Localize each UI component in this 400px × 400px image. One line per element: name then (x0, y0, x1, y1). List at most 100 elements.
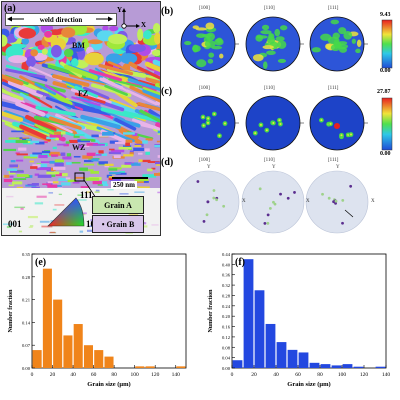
axis-y-label: Y (117, 6, 123, 14)
pf-c-core (265, 129, 268, 132)
fz-grain (132, 118, 160, 132)
colorbar-c-min: 0.00 (380, 151, 391, 157)
colorbar-b-max: 9.43 (380, 12, 391, 18)
pf-d-point (206, 200, 210, 204)
weld-direction-box: weld direction (5, 13, 117, 26)
fz-grain (2, 74, 24, 86)
bm-grain (120, 53, 138, 64)
wz-grain (123, 132, 135, 135)
lower-grain (52, 208, 57, 211)
wz-grain (10, 160, 16, 163)
wz-grain (50, 154, 59, 157)
fz-grain (129, 85, 160, 103)
lower-grain (50, 231, 56, 233)
fz-grain (7, 80, 44, 98)
pf-d-point (334, 199, 338, 203)
y-axis-label: Number fraction (208, 289, 214, 333)
y-tick-label: 0.08 (222, 345, 231, 350)
pf-d-header-110: [110] (264, 158, 275, 163)
wz-grain (53, 185, 62, 187)
wz-grain (86, 152, 96, 157)
wz-grain (74, 134, 85, 136)
x-axis-label: Grain size (μm) (87, 381, 130, 388)
z-axis-marker (121, 23, 127, 29)
bar (298, 352, 309, 368)
pf-b-spot (204, 40, 216, 48)
pf-d-point (263, 221, 267, 225)
pf-b-spot (330, 19, 340, 25)
pf-b-spot (252, 54, 264, 62)
bm-grain (18, 27, 37, 39)
fz-grain (104, 99, 139, 115)
wz-grain (108, 151, 122, 154)
bm-grain (137, 28, 144, 41)
fz-grain (28, 93, 53, 109)
region-bm: BM (72, 41, 85, 50)
colorbar-b (381, 19, 393, 69)
fz-grain (109, 98, 136, 111)
bar (331, 365, 342, 368)
bm-grain (50, 44, 62, 58)
lower-grain (54, 204, 65, 206)
bm-grain (41, 48, 48, 55)
pf-d-y-label-3: Y (336, 165, 340, 170)
pf-c-core (213, 112, 216, 115)
pf-b-spot (192, 45, 201, 52)
fz-grain (74, 92, 106, 104)
pf-b-spot (219, 53, 224, 59)
pf-d-point (212, 189, 216, 192)
fz-grain (2, 101, 31, 113)
pf-d-header-100: [100] (199, 158, 210, 163)
wz-grain (40, 161, 50, 164)
pf-b-spot (184, 41, 192, 46)
weld-arrow-left-head (7, 16, 12, 22)
wz-grain (9, 175, 14, 178)
x-tick-label: 120 (360, 372, 369, 378)
pf-b-spot (214, 38, 224, 46)
pf-c-core (207, 117, 210, 120)
bm-grain (71, 58, 79, 68)
scale-bar-label: 250 nm (111, 181, 137, 189)
y-tick-label: 0.14 (22, 320, 31, 325)
lower-grain (128, 213, 139, 217)
y-tick-label: 0.28 (222, 293, 231, 298)
wz-grain (23, 156, 38, 159)
bar (145, 366, 155, 368)
lower-grain (79, 230, 84, 233)
pf-b-spot (263, 61, 268, 69)
pf-b-spot (343, 30, 353, 40)
lower-grain (94, 191, 100, 194)
wz-grain (109, 140, 119, 144)
pf-c-core (218, 134, 221, 137)
wz-grain (102, 183, 109, 187)
wz-grain (25, 184, 37, 187)
pf-b-spot (261, 24, 270, 31)
bm-grain (8, 55, 28, 64)
lower-grain (18, 230, 23, 233)
wz-grain (35, 141, 45, 145)
lower-grain (14, 206, 26, 209)
pf-d-x-label-1: X (242, 199, 246, 204)
fz-grain (83, 86, 110, 100)
wz-grain (68, 139, 78, 143)
wz-grain (52, 146, 57, 150)
fz-grain (137, 102, 160, 112)
wz-grain (21, 140, 35, 144)
wz-grain (123, 154, 134, 157)
selection-box (74, 172, 85, 182)
lower-grain (28, 226, 33, 228)
bar (375, 366, 386, 368)
bar (232, 360, 243, 368)
fz-grain (148, 109, 160, 120)
pf-d-point (222, 204, 226, 208)
wz-grain (98, 161, 108, 165)
wz-grain (8, 184, 15, 187)
wz-grain (73, 155, 81, 158)
wz-grain (57, 131, 66, 135)
pf-b-spot (195, 27, 207, 31)
wz-grain (79, 144, 84, 148)
wz-grain (124, 162, 134, 166)
wz-grain (80, 186, 90, 189)
lower-grain (119, 193, 129, 195)
ipf-label-111: 111 (80, 190, 93, 200)
